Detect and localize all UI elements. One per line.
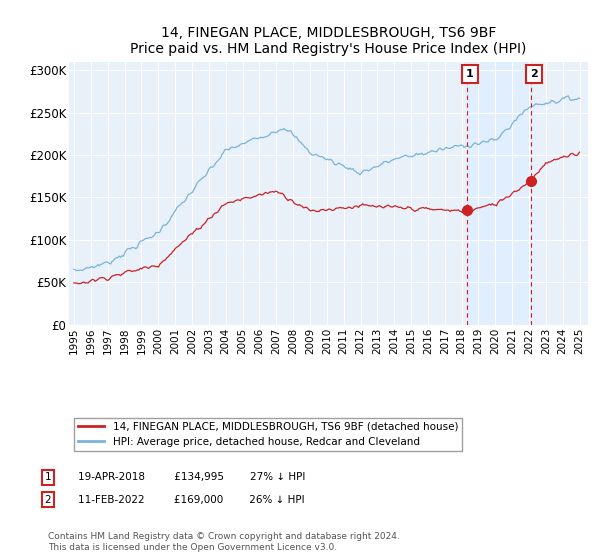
Legend: 14, FINEGAN PLACE, MIDDLESBROUGH, TS6 9BF (detached house), HPI: Average price, : 14, FINEGAN PLACE, MIDDLESBROUGH, TS6 9B…	[74, 418, 463, 451]
Text: 2: 2	[44, 494, 52, 505]
Text: 2: 2	[530, 69, 538, 80]
Text: 1: 1	[466, 69, 474, 80]
Text: 11-FEB-2022         £169,000        26% ↓ HPI: 11-FEB-2022 £169,000 26% ↓ HPI	[78, 494, 305, 505]
Bar	[467, 62, 531, 325]
Text: 19-APR-2018         £134,995        27% ↓ HPI: 19-APR-2018 £134,995 27% ↓ HPI	[78, 472, 305, 482]
Title: 14, FINEGAN PLACE, MIDDLESBROUGH, TS6 9BF
Price paid vs. HM Land Registry's Hous: 14, FINEGAN PLACE, MIDDLESBROUGH, TS6 9B…	[130, 26, 527, 56]
Text: 1: 1	[44, 472, 52, 482]
Text: Contains HM Land Registry data © Crown copyright and database right 2024.
This d: Contains HM Land Registry data © Crown c…	[48, 532, 400, 552]
